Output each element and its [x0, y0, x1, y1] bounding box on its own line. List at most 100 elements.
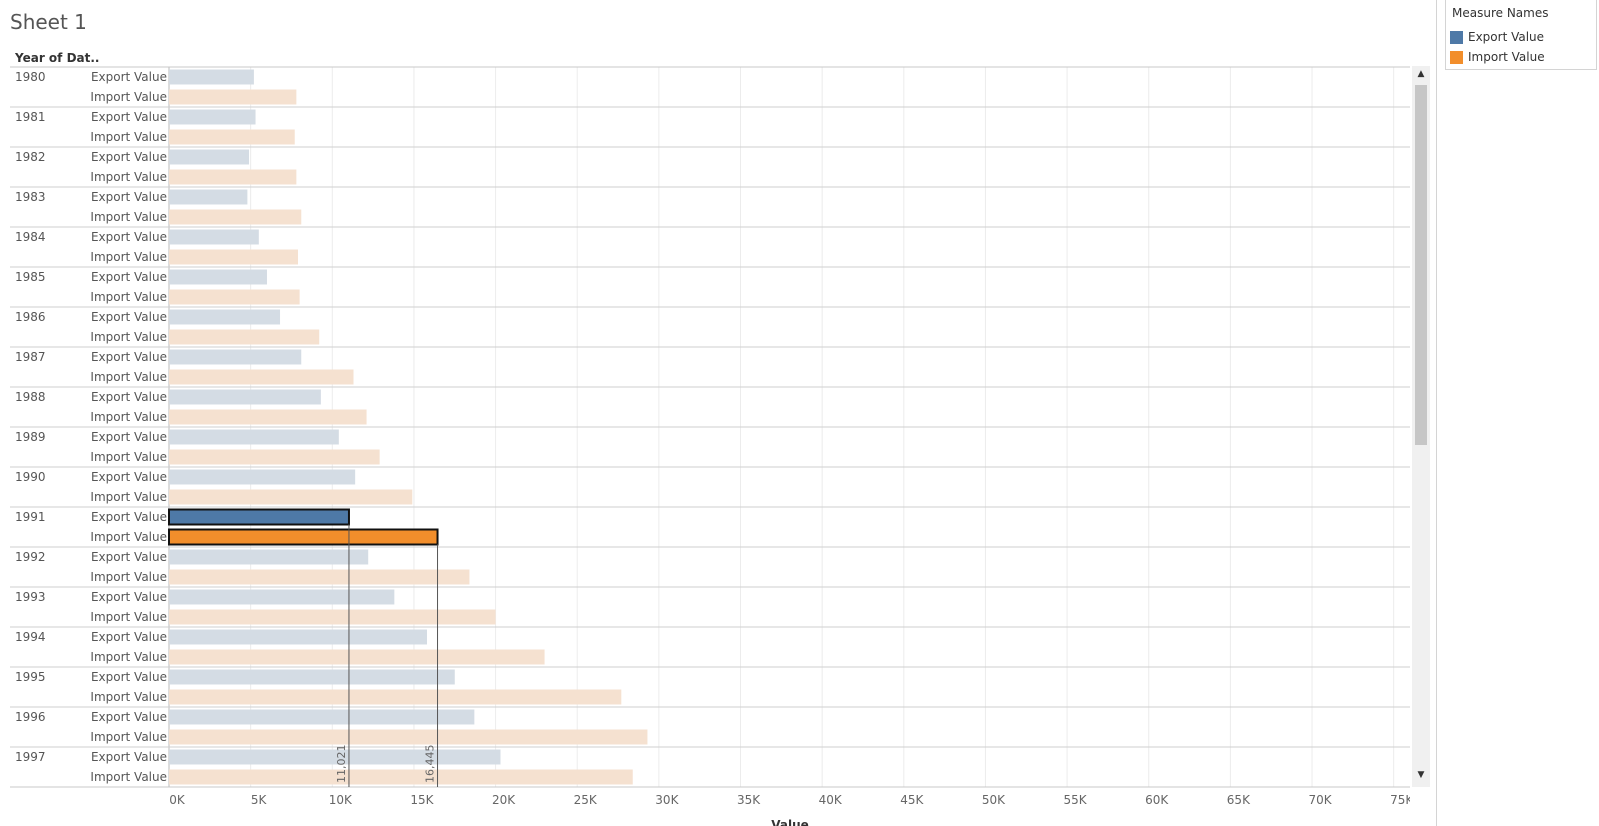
measure-label: Import Value — [90, 130, 167, 144]
bar-import — [169, 649, 545, 665]
measure-label: Export Value — [91, 310, 167, 324]
x-tick-label: 10K — [329, 793, 353, 807]
reference-line-label: 16,445 — [424, 745, 437, 784]
x-tick-label: 45K — [900, 793, 924, 807]
measure-label: Import Value — [90, 650, 167, 664]
measure-label: Export Value — [91, 510, 167, 524]
bar-export — [169, 229, 259, 245]
measure-label: Import Value — [90, 250, 167, 264]
bar-import — [168, 528, 439, 546]
year-label: 1983 — [15, 190, 46, 204]
x-tick-label: 35K — [737, 793, 761, 807]
scroll-down-icon[interactable]: ▼ — [1417, 770, 1425, 780]
bar-import — [169, 489, 413, 505]
bar-import — [169, 609, 496, 625]
x-tick-label: 40K — [819, 793, 843, 807]
measure-label: Import Value — [90, 210, 167, 224]
bar-import — [169, 409, 367, 425]
legend-label-import: Import Value — [1468, 50, 1545, 64]
bar-export — [169, 189, 248, 205]
measure-label: Export Value — [91, 70, 167, 84]
measure-label: Export Value — [91, 550, 167, 564]
bar-chart[interactable]: Year of Dat.. 1980 Export Value Import Valu… — [0, 0, 1410, 826]
bar-export — [169, 469, 356, 485]
measure-label: Import Value — [90, 570, 167, 584]
measure-label: Import Value — [90, 730, 167, 744]
bar-import — [169, 569, 470, 585]
measure-label: Import Value — [90, 770, 167, 784]
measure-label: Export Value — [91, 430, 167, 444]
measure-label: Export Value — [91, 710, 167, 724]
x-tick-label: 30K — [655, 793, 679, 807]
reference-line-label: 11,021 — [335, 745, 348, 784]
bar-import — [169, 289, 300, 305]
year-label: 1986 — [15, 310, 46, 324]
measure-label: Export Value — [91, 750, 167, 764]
year-label: 1996 — [15, 710, 46, 724]
measure-label: Export Value — [91, 190, 167, 204]
bar-export — [168, 508, 350, 526]
bar-export — [169, 69, 254, 85]
bar-export — [169, 309, 281, 325]
measure-label: Export Value — [91, 230, 167, 244]
measure-label: Import Value — [90, 290, 167, 304]
bar-export — [169, 549, 369, 565]
year-label: 1993 — [15, 590, 46, 604]
bar-export — [169, 149, 250, 165]
year-label: 1990 — [15, 470, 46, 484]
measure-label: Export Value — [91, 590, 167, 604]
year-label: 1984 — [15, 230, 46, 244]
bar-export — [169, 269, 267, 285]
legend-panel: Measure Names Export Value Import Value — [1436, 0, 1599, 826]
year-label: 1981 — [15, 110, 46, 124]
vertical-scrollbar[interactable]: ▲ ▼ — [1412, 66, 1430, 787]
bar-export — [169, 629, 427, 645]
year-label: 1995 — [15, 670, 46, 684]
measure-label: Export Value — [91, 150, 167, 164]
bar-import — [169, 249, 298, 265]
x-tick-label: 65K — [1227, 793, 1251, 807]
year-label: 1991 — [15, 510, 46, 524]
year-label: 1994 — [15, 630, 46, 644]
measure-label: Export Value — [91, 110, 167, 124]
bar-import — [169, 209, 302, 225]
bar-export — [169, 349, 302, 365]
legend-item-import[interactable]: Import Value — [1450, 50, 1590, 66]
x-tick-label: 60K — [1145, 793, 1169, 807]
measure-label: Import Value — [90, 450, 167, 464]
x-tick-label: 55K — [1064, 793, 1088, 807]
measure-label: Import Value — [90, 490, 167, 504]
measure-label: Import Value — [90, 370, 167, 384]
x-tick-label: 15K — [410, 793, 434, 807]
year-label: 1980 — [15, 70, 46, 84]
bar-export — [169, 589, 395, 605]
measure-label: Import Value — [90, 410, 167, 424]
bar-import — [169, 769, 633, 785]
bar-import — [169, 689, 622, 705]
row-header-label: Year of Dat.. — [14, 51, 99, 65]
bar-import — [169, 369, 354, 385]
measure-label: Import Value — [90, 170, 167, 184]
x-tick-label: 25K — [574, 793, 598, 807]
bar-export — [169, 429, 339, 445]
bar-import — [169, 329, 320, 345]
x-tick-label: 70K — [1308, 793, 1332, 807]
bar-export — [169, 389, 321, 405]
x-tick-label: 20K — [492, 793, 516, 807]
x-tick-label: 5K — [251, 793, 268, 807]
year-label: 1989 — [15, 430, 46, 444]
measure-label: Export Value — [91, 270, 167, 284]
measure-label: Export Value — [91, 630, 167, 644]
measure-label: Import Value — [90, 330, 167, 344]
year-label: 1997 — [15, 750, 46, 764]
year-label: 1992 — [15, 550, 46, 564]
measure-label: Import Value — [90, 690, 167, 704]
legend-item-export[interactable]: Export Value — [1450, 30, 1590, 46]
scroll-thumb[interactable] — [1415, 85, 1427, 445]
x-tick-label: 75K — [1390, 793, 1410, 807]
x-axis-title: Value — [771, 818, 809, 826]
legend-title: Measure Names — [1452, 6, 1549, 20]
scroll-up-icon[interactable]: ▲ — [1417, 69, 1425, 79]
measure-label: Import Value — [90, 610, 167, 624]
legend: Measure Names Export Value Import Value — [1445, 0, 1597, 70]
